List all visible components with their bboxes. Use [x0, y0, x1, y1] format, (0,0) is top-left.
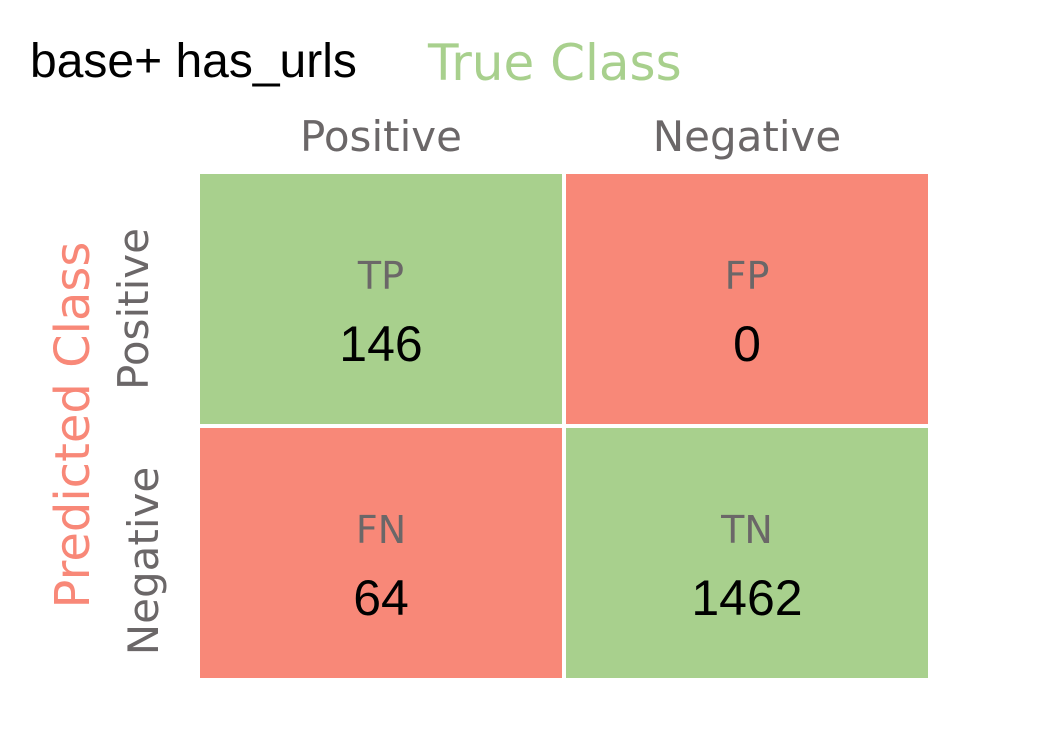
column-label-negative: Negative: [652, 112, 842, 161]
cell-fp-value: 0: [733, 316, 761, 372]
cell-tn-value: 1462: [691, 570, 803, 626]
column-label-positive: Positive: [300, 112, 462, 161]
predicted-class-label: Predicted Class: [45, 241, 101, 609]
cell-tn: TN 1462: [566, 428, 928, 678]
cell-tn-code: TN: [721, 508, 773, 552]
cell-fn: FN 64: [200, 428, 562, 678]
row-label-negative: Negative: [119, 466, 168, 656]
cell-fp-code: FP: [724, 254, 770, 298]
cell-tp: TP 146: [200, 174, 562, 424]
chart-title: base+ has_urls: [30, 35, 357, 88]
true-class-label: True Class: [428, 34, 682, 92]
cell-fn-value: 64: [353, 570, 409, 626]
cell-tp-value: 146: [339, 316, 423, 372]
cell-tp-code: TP: [357, 254, 405, 298]
row-label-positive: Positive: [109, 228, 158, 390]
cell-fp: FP 0: [566, 174, 928, 424]
cell-fn-code: FN: [355, 508, 407, 552]
